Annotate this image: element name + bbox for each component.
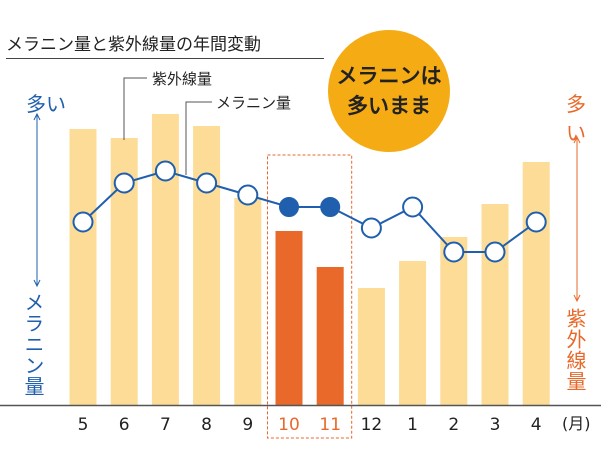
left-axis-top: 多い bbox=[26, 92, 66, 116]
callout-uv: 紫外線量 bbox=[152, 70, 213, 88]
left-arrow-head-down bbox=[33, 279, 41, 288]
melanin-point-5 bbox=[72, 211, 94, 233]
uv-bar-11 bbox=[316, 267, 344, 405]
right-axis-label: 紫外線量 bbox=[563, 308, 587, 392]
uv-bar-10 bbox=[275, 231, 303, 405]
uv-bar-12 bbox=[357, 288, 385, 405]
x-tick-label: 3 bbox=[490, 415, 501, 435]
callout-uv-leader bbox=[123, 77, 147, 140]
melanin-point-1 bbox=[402, 196, 424, 218]
x-tick-label: 4 bbox=[531, 415, 542, 435]
unit-label: (月) bbox=[562, 414, 591, 433]
melanin-point-10 bbox=[279, 197, 299, 217]
melanin-point-3 bbox=[484, 241, 506, 263]
uv-bar-4 bbox=[522, 162, 550, 405]
x-tick-label: 10 bbox=[278, 415, 300, 435]
right-arrow-head-up bbox=[573, 135, 581, 144]
melanin-point-6 bbox=[113, 172, 135, 194]
uv-bar-8 bbox=[193, 126, 221, 405]
uv-bar-1 bbox=[399, 261, 427, 405]
x-tick-label: 9 bbox=[242, 415, 253, 435]
uv-bar-9 bbox=[234, 198, 262, 405]
x-tick-label: 12 bbox=[361, 415, 383, 435]
uv-bar-5 bbox=[69, 129, 97, 405]
x-tick-label: 1 bbox=[407, 415, 418, 435]
left-arrow-head-up bbox=[33, 112, 41, 121]
left-axis-label: メラニン量 bbox=[21, 292, 45, 397]
badge-line1: メラニンは bbox=[336, 64, 442, 88]
x-tick-label: 2 bbox=[448, 415, 459, 435]
x-tick-label: 6 bbox=[119, 415, 130, 435]
melanin-point-9 bbox=[237, 184, 259, 206]
title-underline bbox=[6, 58, 324, 59]
melanin-point-7 bbox=[154, 160, 176, 182]
x-tick-label: 7 bbox=[160, 415, 171, 435]
callout-melanin-leader bbox=[185, 101, 212, 175]
uv-bar-7 bbox=[151, 114, 179, 405]
melanin-point-2 bbox=[443, 241, 465, 263]
x-tick-label: 8 bbox=[201, 415, 212, 435]
callout-melanin: メラニン量 bbox=[216, 94, 292, 112]
melanin-point-8 bbox=[196, 172, 218, 194]
melanin-badge: メラニンは 多いまま bbox=[328, 30, 450, 152]
highlight-box bbox=[267, 154, 353, 439]
right-arrow-head-down bbox=[573, 294, 581, 303]
melanin-point-11 bbox=[320, 197, 341, 217]
chart-title: メラニン量と紫外線量の年間変動 bbox=[6, 35, 261, 55]
uv-bar-3 bbox=[481, 204, 509, 405]
melanin-line bbox=[82, 169, 537, 253]
badge-line2: 多いまま bbox=[347, 94, 431, 118]
right-axis-top: 多い bbox=[566, 92, 586, 145]
uv-bar-2 bbox=[440, 237, 468, 405]
x-tick-label: 11 bbox=[319, 415, 341, 435]
melanin-point-12 bbox=[360, 217, 382, 239]
x-tick-label: 5 bbox=[78, 415, 89, 435]
melanin-point-4 bbox=[525, 211, 547, 233]
